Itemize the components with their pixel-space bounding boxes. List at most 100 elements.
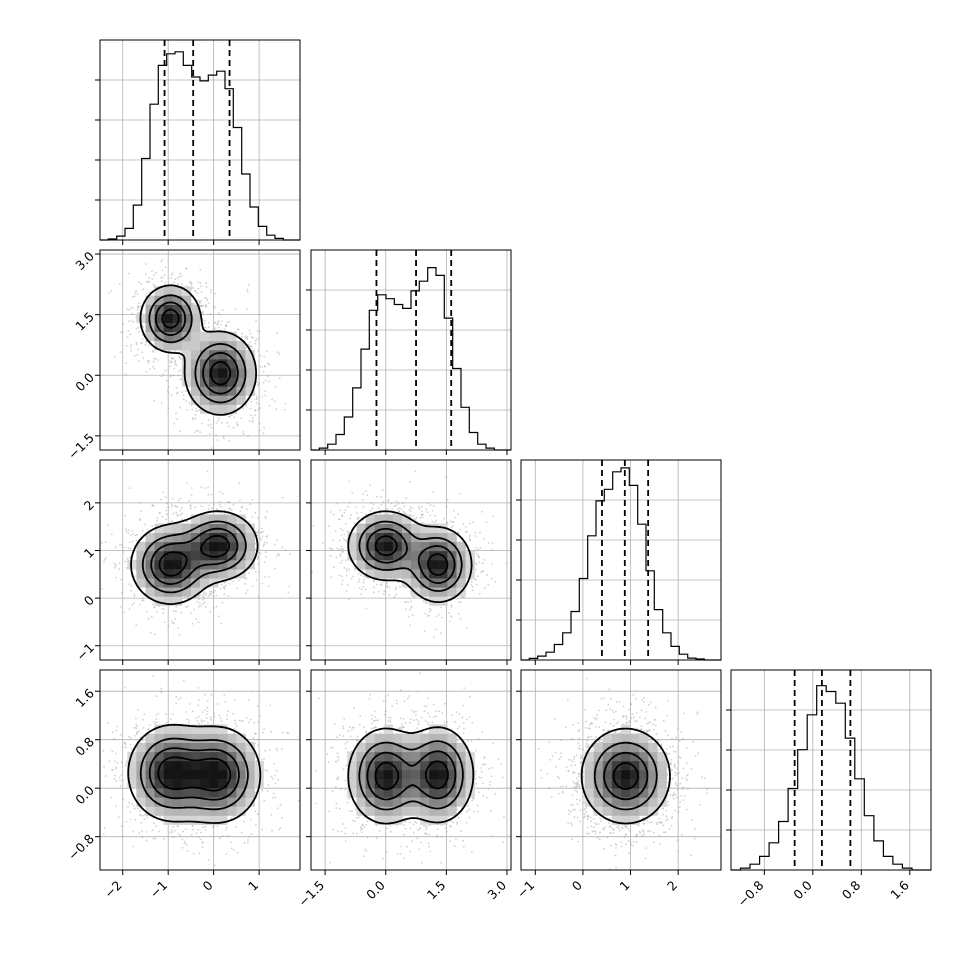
scatter-point	[417, 505, 420, 508]
density-cell	[218, 331, 228, 342]
scatter-point	[405, 497, 407, 500]
density-cell	[456, 578, 466, 588]
scatter-point	[127, 272, 130, 275]
scatter-point	[207, 493, 210, 496]
scatter-point	[130, 306, 132, 309]
scatter-point	[365, 490, 367, 493]
scatter-point	[330, 576, 333, 578]
density-cell	[456, 550, 466, 561]
density-cell	[383, 541, 394, 552]
density-cell	[209, 514, 219, 524]
scatter-point	[345, 559, 348, 561]
density-cell	[163, 340, 173, 351]
scatter-point	[191, 828, 194, 831]
scatter-point	[219, 512, 222, 515]
scatter-point	[165, 509, 168, 512]
scatter-point	[194, 413, 197, 416]
histogram-step	[311, 267, 511, 451]
scatter-point	[410, 600, 413, 603]
scatter-point	[487, 583, 490, 586]
scatter-point	[129, 556, 132, 558]
scatter-point	[345, 590, 348, 592]
density-cell	[420, 578, 430, 588]
scatter-point	[470, 583, 473, 586]
histogram-step	[731, 685, 931, 871]
scatter-point	[255, 320, 257, 322]
scatter-point	[175, 511, 178, 514]
scatter-point	[241, 332, 244, 335]
scatter-point	[345, 539, 348, 542]
scatter-point	[169, 365, 171, 368]
scatter-point	[254, 511, 257, 514]
density-cell	[172, 550, 183, 561]
scatter-point	[251, 419, 254, 422]
scatter-point	[180, 275, 183, 277]
density-cell	[236, 368, 246, 378]
scatter-point	[137, 305, 140, 308]
contour-line	[139, 284, 257, 416]
scatter-point	[125, 373, 127, 375]
x-tick-label: −0.8	[734, 877, 766, 909]
scatter-point	[131, 603, 133, 606]
scatter-point	[215, 434, 218, 437]
scatter-point	[155, 718, 158, 721]
scatter-point	[422, 600, 425, 603]
scatter-point	[426, 511, 429, 513]
scatter-point	[257, 595, 260, 598]
scatter-point	[161, 258, 164, 261]
density-cell	[200, 532, 210, 543]
scatter-point	[251, 421, 254, 423]
contour-line	[150, 527, 239, 585]
density-cell	[411, 550, 421, 561]
scatter-point	[251, 417, 254, 419]
scatter-point	[457, 601, 460, 604]
scatter-point	[156, 519, 159, 522]
scatter-point	[216, 439, 219, 441]
scatter-point	[200, 605, 203, 607]
scatter-point	[153, 822, 155, 825]
scatter-point	[277, 552, 280, 555]
contour-line	[130, 510, 259, 605]
density-cell	[401, 523, 412, 533]
contour-line	[141, 520, 247, 594]
scatter-point	[274, 567, 277, 570]
scatter-point	[172, 622, 174, 625]
scatter-point	[243, 820, 245, 823]
scatter-point	[205, 717, 208, 720]
scatter-point	[179, 358, 182, 360]
density-cell	[236, 523, 246, 533]
scatter-point	[395, 593, 398, 596]
scatter-point	[101, 587, 104, 590]
density-cell	[181, 313, 192, 323]
scatter-point	[151, 504, 154, 507]
scatter-point	[198, 605, 200, 608]
scatter-point	[125, 528, 127, 531]
scatter-point	[208, 504, 210, 507]
scatter-point	[312, 524, 315, 527]
scatter-point	[465, 626, 468, 629]
density-cell	[181, 569, 192, 579]
scatter-point	[251, 585, 254, 588]
histogram-step	[100, 51, 300, 241]
scatter-point	[181, 518, 183, 520]
scatter-point	[429, 514, 431, 517]
scatter-point	[430, 609, 433, 611]
scatter-point	[471, 581, 473, 583]
density-cell	[227, 404, 237, 414]
y-tick-label: 2	[81, 497, 97, 513]
scatter-point	[222, 435, 225, 438]
scatter-point	[178, 370, 181, 373]
scatter-point	[165, 513, 168, 516]
scatter-point	[470, 578, 473, 580]
scatter-point	[452, 521, 455, 523]
scatter-point	[152, 283, 155, 286]
scatter-point	[167, 368, 170, 371]
scatter-point	[172, 825, 175, 828]
scatter-point	[152, 603, 155, 606]
scatter-point	[188, 500, 190, 502]
scatter-point	[469, 538, 471, 541]
scatter-point	[228, 321, 231, 323]
scatter-point	[279, 827, 282, 830]
scatter-point	[256, 531, 258, 534]
density-cell	[172, 313, 183, 323]
